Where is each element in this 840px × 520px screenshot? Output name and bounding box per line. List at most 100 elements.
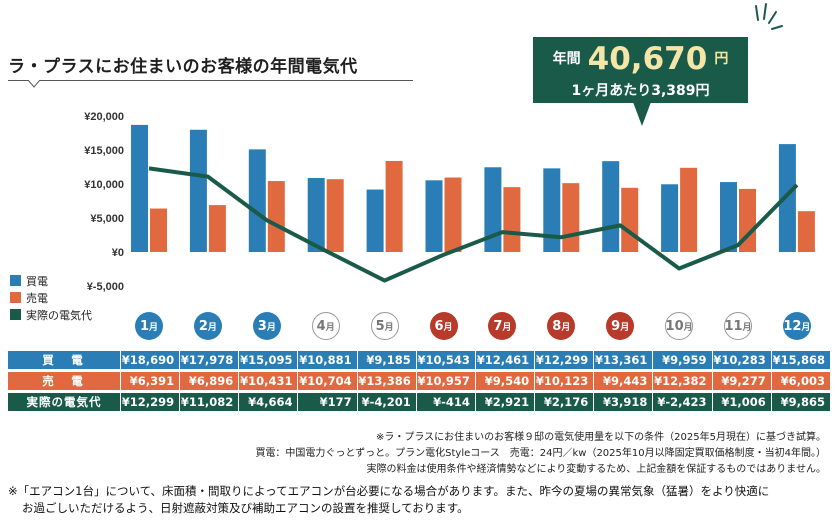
table-cell: ¥9,540 <box>474 372 535 390</box>
table-cell: ¥6,003 <box>770 372 830 390</box>
legend-label: 買電 <box>26 274 48 288</box>
y-tick-label: ¥5,000 <box>90 213 124 225</box>
line-net-cost <box>148 166 799 283</box>
table-cell: ¥10,704 <box>297 372 357 390</box>
month-badge: 12 月 <box>782 312 811 340</box>
table-cell: ¥12,461 <box>474 351 535 369</box>
y-tick-label: ¥0 <box>112 247 124 259</box>
month-number: 6 <box>434 318 444 334</box>
sparkle-icon <box>755 3 783 30</box>
month-number: 8 <box>552 318 562 334</box>
month-unit: 月 <box>561 322 571 333</box>
month-unit: 月 <box>620 322 630 333</box>
callout-tail <box>633 102 651 126</box>
chart-title: ラ・プラスにお住まいのお客様の年間電気代 <box>8 57 358 77</box>
bar-buy <box>189 129 207 252</box>
bar-sell <box>208 205 226 252</box>
month-unit: 月 <box>443 322 453 333</box>
table-cell: ¥13,361 <box>593 351 653 369</box>
bar-sell <box>680 167 698 252</box>
electricity-chart: ¥20,000 ¥15,000 ¥10,000 ¥5,000 ¥0 ¥-5,000 <box>84 111 815 293</box>
month-unit: 月 <box>683 322 693 333</box>
y-tick-label: ¥10,000 <box>84 179 124 191</box>
table-cell: ¥9,443 <box>593 372 653 390</box>
table-cell: ¥17,978 <box>179 351 239 369</box>
table-cell: ¥12,299 <box>120 393 180 411</box>
footer-note-line2: お過ごしいただけるよう、日射遮蔽対策及び補助エアコンの設置を推奨しております。 <box>22 501 469 515</box>
bar-sell <box>150 208 167 252</box>
month-unit: 月 <box>149 322 159 333</box>
table-cell: ¥2,176 <box>534 393 594 411</box>
bar-buy <box>778 144 796 252</box>
table-cell: ¥9,185 <box>356 351 416 369</box>
note-calculation: ※ラ・プラスにお住まいのお客様９邸の電気使用量を以下の条件（2025年5月現在）… <box>376 432 826 443</box>
table-cell: ¥10,283 <box>711 351 771 369</box>
bar-buy <box>661 184 679 252</box>
table-cell: ¥9,865 <box>770 393 830 411</box>
legend-label: 売電 <box>26 291 48 305</box>
month-number: 1 <box>139 318 150 334</box>
legend-swatch <box>10 275 21 286</box>
bar-buy <box>131 124 148 252</box>
y-tick-label: ¥20,000 <box>84 111 124 123</box>
title-underline <box>8 80 413 81</box>
month-unit: 月 <box>502 322 512 333</box>
bar-sell <box>444 177 462 252</box>
table-cell: ¥-4,201 <box>356 393 416 411</box>
table-cell: ¥2,921 <box>474 393 535 411</box>
table-cell: ¥10,957 <box>415 372 475 390</box>
month-unit: 月 <box>325 322 335 333</box>
month-number: 9 <box>611 318 621 334</box>
legend-item: 売電 <box>10 289 92 306</box>
y-tick-label: ¥-5,000 <box>87 281 124 293</box>
callout-label: 年間 <box>552 51 581 67</box>
month-number: 7 <box>493 318 503 334</box>
title-notch-icon <box>28 80 40 88</box>
table-cell: ¥10,123 <box>534 372 594 390</box>
table-row: 売 電 ¥6,391 ¥6,896 ¥10,431 ¥10,704 ¥13,386 ¥10,… <box>8 372 830 390</box>
month-number: 12 <box>783 318 802 334</box>
table-cell: ¥18,690 <box>120 351 180 369</box>
bar-buy <box>484 167 502 252</box>
bar-sell <box>562 183 580 252</box>
chart-legend: 買電売電実際の電気代 <box>10 272 92 323</box>
table-cell: ¥9,277 <box>711 372 771 390</box>
month-number: 10 <box>665 318 684 334</box>
callout-monthly: 1ヶ月あたり3,389円 <box>571 83 710 99</box>
callout-unit: 円 <box>714 51 729 67</box>
table-cell: ¥3,918 <box>593 393 653 411</box>
table-cell: ¥9,959 <box>652 351 712 369</box>
month-unit: 月 <box>207 322 217 333</box>
month-unit: 月 <box>266 322 276 333</box>
table-cell: ¥-2,423 <box>652 393 712 411</box>
note-plan: 買電：中国電力ぐっとずっと。プラン電化Styleコース 売電：24円／kw（20… <box>255 448 826 459</box>
month-unit: 月 <box>801 322 811 333</box>
month-number: 3 <box>257 318 267 334</box>
bar-buy <box>366 189 384 252</box>
bar-buy <box>720 182 737 252</box>
table-cell: ¥6,391 <box>120 372 180 390</box>
month-badge: 10 月 <box>665 312 694 340</box>
legend-item: 買電 <box>10 272 92 289</box>
table-cell: ¥15,095 <box>238 351 298 369</box>
month-number: 11 <box>724 318 743 334</box>
table-cell: ¥10,543 <box>415 351 475 369</box>
table-cell: ¥12,382 <box>652 372 712 390</box>
table-cell: ¥12,299 <box>534 351 594 369</box>
bar-buy <box>425 180 443 252</box>
month-number: 4 <box>316 318 326 334</box>
legend-label: 実際の電気代 <box>26 308 92 322</box>
month-number: 2 <box>198 318 208 334</box>
bar-buy <box>248 149 266 252</box>
bar-buy <box>307 178 325 252</box>
bar-sell <box>503 187 521 252</box>
month-unit: 月 <box>742 322 752 333</box>
table-cell: ¥1,006 <box>711 393 771 411</box>
table-cell: ¥15,868 <box>770 351 830 369</box>
month-number: 5 <box>375 318 385 334</box>
